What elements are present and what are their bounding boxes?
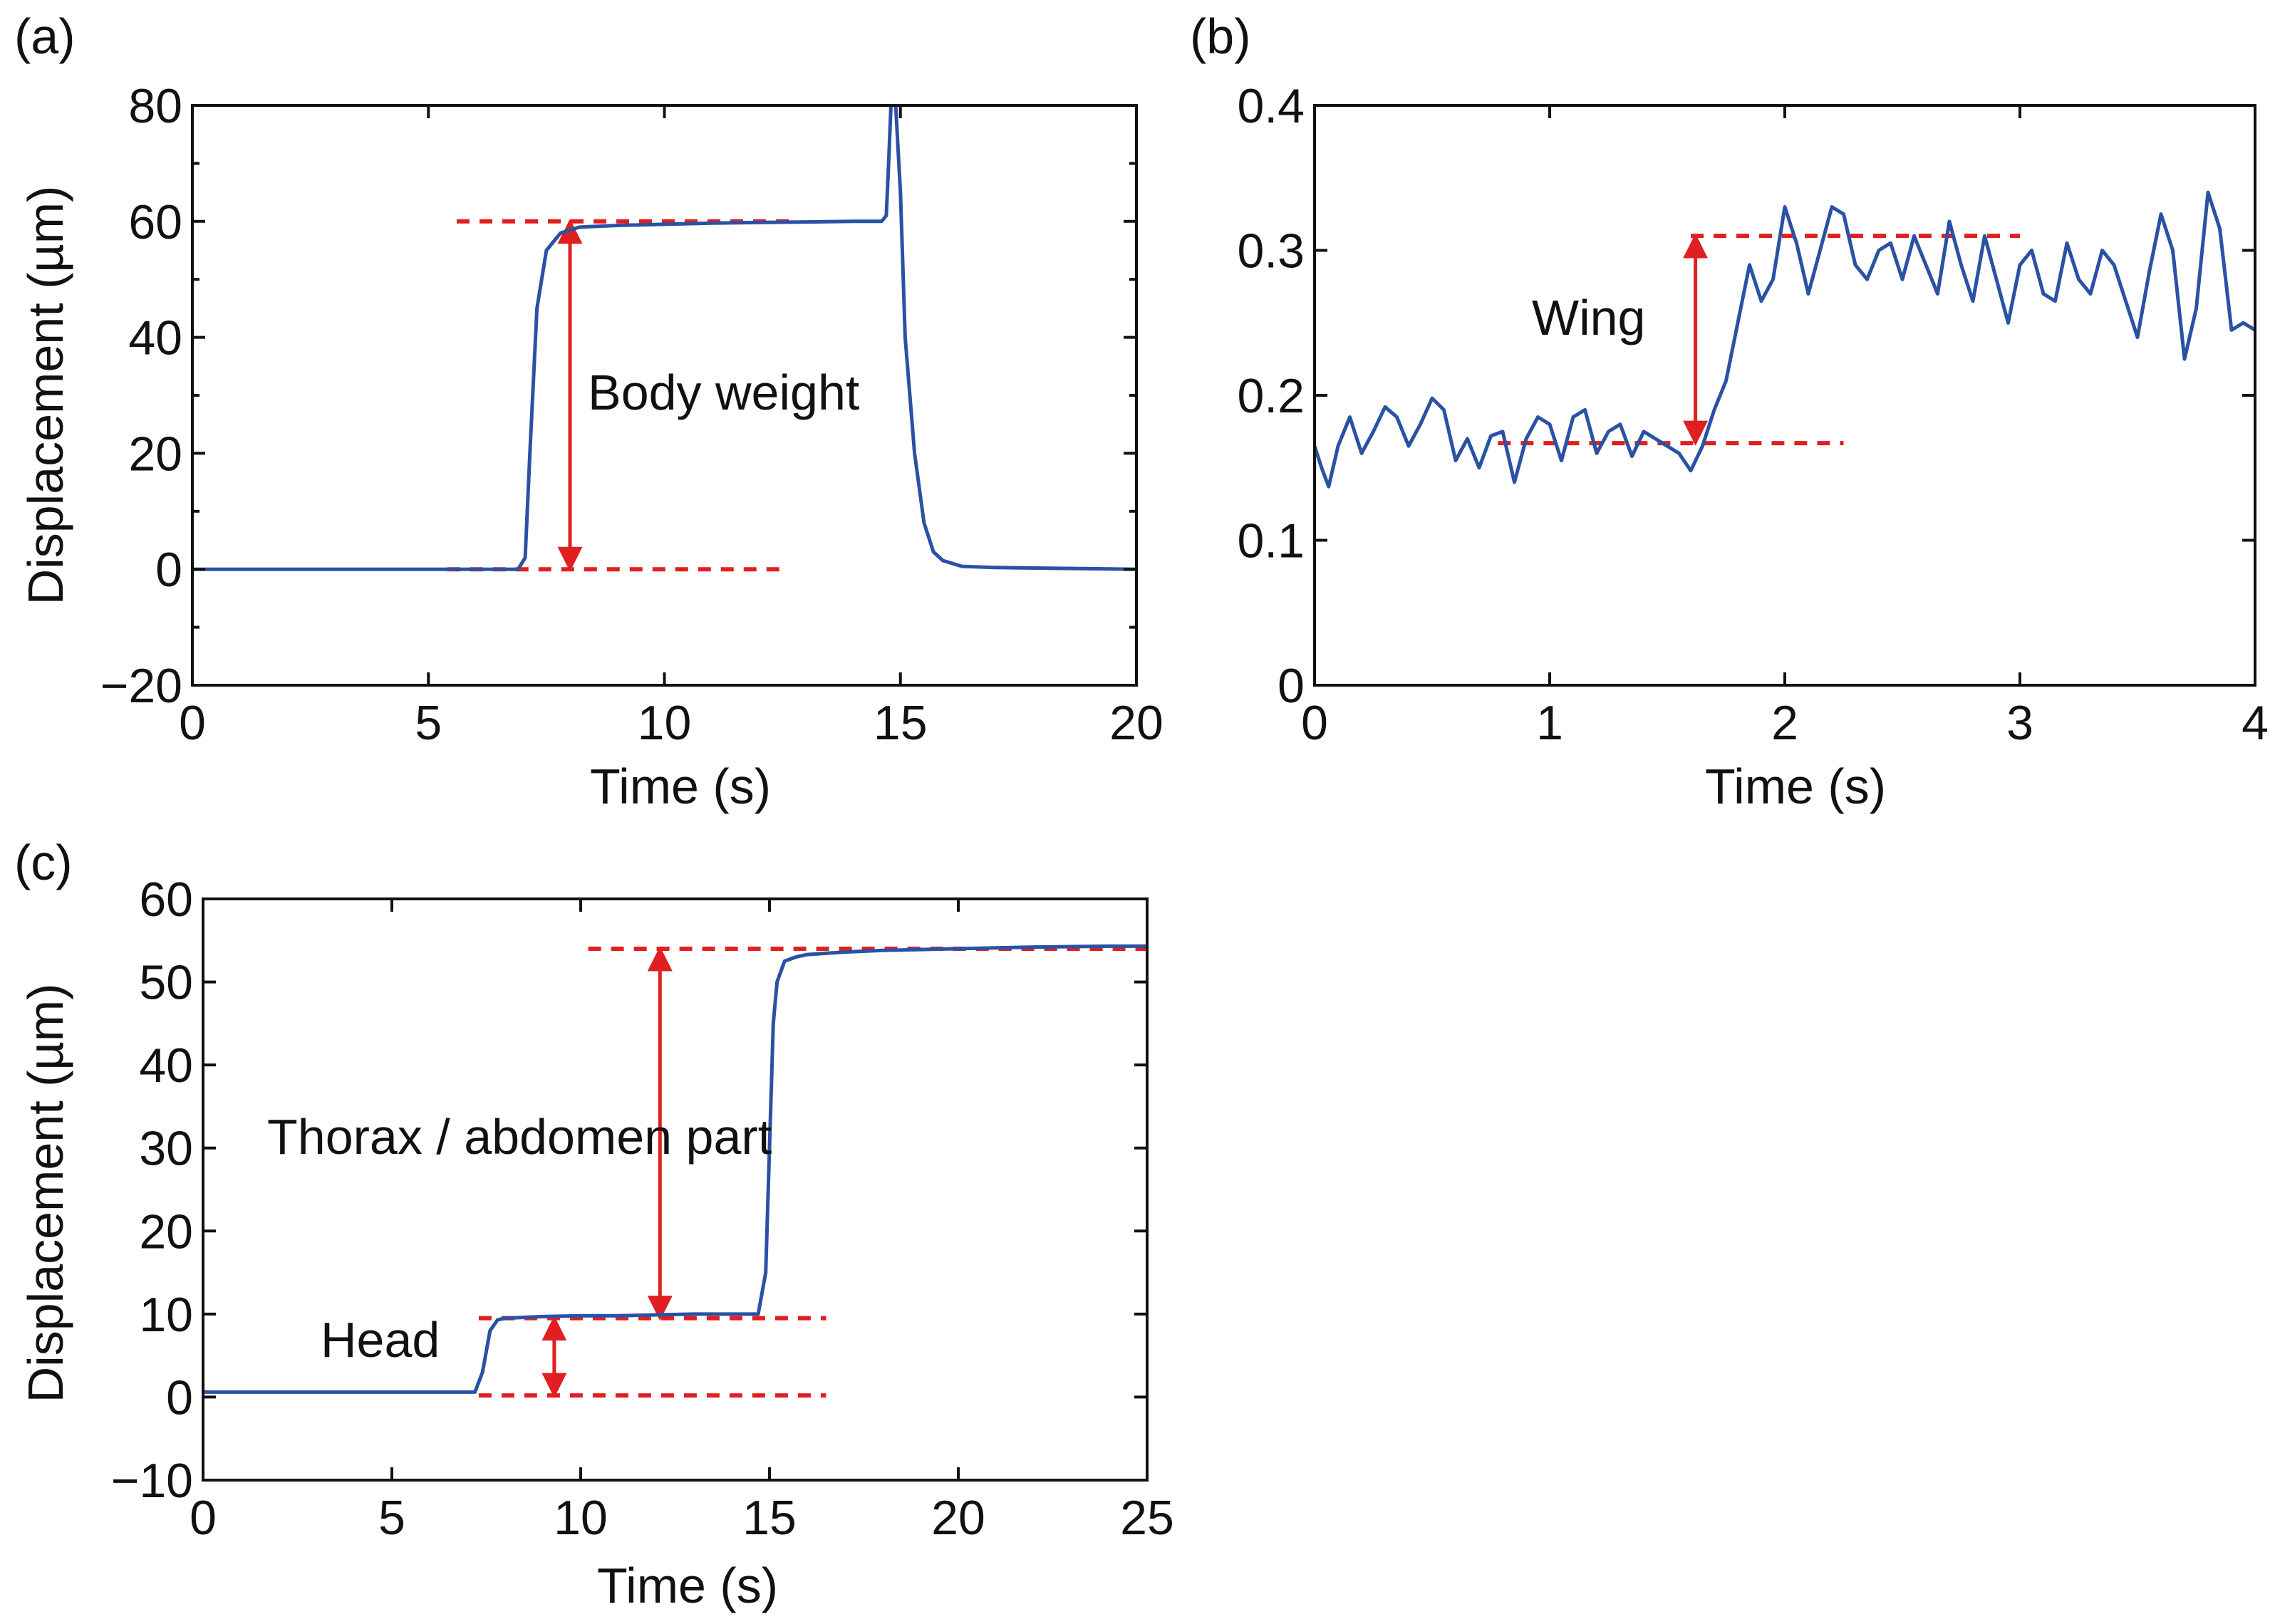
panel-a-ylabel: Displacement (µm) — [18, 186, 73, 605]
panel-a-series — [192, 105, 1136, 571]
panel-c-xtick-label: 0 — [190, 1491, 217, 1545]
panel-c-label: (c) — [14, 835, 73, 890]
panel-c-ytick-label: 0 — [166, 1370, 193, 1425]
panel-c-ytick-label: 10 — [139, 1288, 193, 1342]
panel-b-ytick-label: 0.4 — [1237, 79, 1305, 133]
panel-a-xlabel: Time (s) — [590, 759, 771, 814]
panel-b-series — [1315, 190, 2255, 489]
panel-c-ylabel: Displacement (µm) — [18, 984, 73, 1403]
panel-b-series-line — [1315, 190, 2255, 489]
panel-c-ytick-label: 30 — [139, 1122, 193, 1176]
panel-c-series — [203, 944, 1147, 1394]
panel-c-annotations — [478, 946, 1147, 1398]
panel-b-xtick-label: 4 — [2242, 696, 2269, 750]
panel-b-xtick-label: 3 — [2006, 696, 2033, 750]
panel-b: 0 1 2 3 4 0 0.1 0.2 0.3 0.4 (b) Time (s) Wing — [1190, 9, 2269, 814]
panel-b-xtick-label: 0 — [1301, 696, 1328, 750]
panel-a-ytick-label: 40 — [128, 311, 182, 365]
panel-c-series-line — [203, 944, 1147, 1394]
panel-b-xtick-label: 1 — [1536, 696, 1563, 750]
panel-c-xtick-label: 15 — [742, 1491, 797, 1545]
panel-a-annotation-body-weight: Body weight — [588, 365, 859, 420]
panel-b-plot-frame — [1313, 104, 2256, 687]
panel-c-annotation-thorax: Thorax / abdomen part — [267, 1109, 772, 1165]
panel-a-ytick-label: −20 — [100, 659, 182, 713]
panel-b-xlabel: Time (s) — [1705, 759, 1886, 814]
panel-b-ytick-label: 0.3 — [1237, 224, 1305, 279]
panel-c-annotation-head: Head — [321, 1312, 440, 1368]
panel-a-ytick-label: 80 — [128, 79, 182, 133]
panel-c-ytick-label: 60 — [139, 873, 193, 927]
panel-a-series-line — [192, 105, 1136, 571]
panel-c-xtick-label: 5 — [378, 1491, 405, 1545]
panel-a-xtick-label: 15 — [874, 696, 928, 750]
panel-c-xlabel: Time (s) — [597, 1558, 778, 1613]
panel-c-xtick-label: 20 — [931, 1491, 985, 1545]
panel-a-xtick-label: 0 — [179, 696, 206, 750]
panel-b-annotation-wing: Wing — [1532, 290, 1645, 345]
panel-a-xtick-label: 10 — [638, 696, 692, 750]
panel-b-ytick-label: 0.1 — [1237, 514, 1305, 568]
panel-b-ticks: 0 1 2 3 4 0 0.1 0.2 0.3 0.4 — [1237, 79, 2268, 750]
panel-c-xtick-label: 10 — [554, 1491, 608, 1545]
panel-a-xtick-label: 5 — [415, 696, 442, 750]
panel-a-ytick-label: 20 — [128, 427, 182, 481]
panel-b-ytick-label: 0.2 — [1237, 369, 1305, 423]
panel-a-label: (a) — [14, 9, 76, 64]
panel-c-ytick-label: 50 — [139, 956, 193, 1010]
panel-c-ytick-label: −10 — [111, 1454, 193, 1508]
panel-c-ytick-label: 20 — [139, 1204, 193, 1259]
panel-b-ytick-label: 0 — [1278, 659, 1305, 713]
panel-c-xtick-label: 25 — [1120, 1491, 1174, 1545]
panel-a-ytick-label: 60 — [128, 195, 182, 249]
panel-a-ytick-label: 0 — [155, 543, 182, 597]
panel-c-ytick-label: 40 — [139, 1039, 193, 1093]
panel-a-xtick-label: 20 — [1109, 696, 1164, 750]
panel-b-xtick-label: 2 — [1771, 696, 1798, 750]
panel-b-label: (b) — [1190, 9, 1251, 64]
panel-c-plot-frame — [202, 897, 1149, 1482]
